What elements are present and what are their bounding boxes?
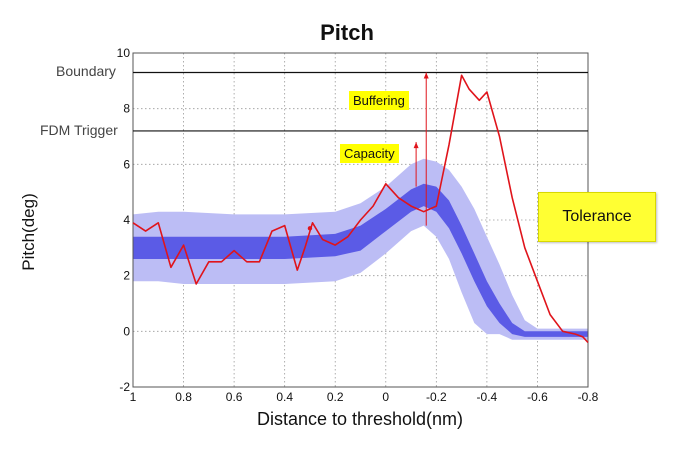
boundary-label: Boundary [56, 63, 116, 80]
x-tick-label: -0.6 [527, 390, 548, 404]
y-tick-label: 8 [123, 102, 130, 116]
capacity-arrow-head [413, 142, 419, 149]
chart-title: Pitch [320, 20, 374, 45]
x-tick-label: -0.2 [426, 390, 447, 404]
x-tick-label: 0 [382, 390, 389, 404]
y-tick-label: 2 [123, 269, 130, 283]
x-tick-label: -0.8 [578, 390, 599, 404]
tolerance-callout: Tolerance [538, 192, 656, 242]
y-tick-label: -2 [119, 380, 130, 394]
x-tick-label: 1 [130, 390, 137, 404]
x-tick-label: 0.6 [226, 390, 243, 404]
buffering-arrow-head [423, 72, 429, 79]
fdm-trigger-label: FDM Trigger [40, 121, 118, 138]
x-axis-label: Distance to threshold(nm) [256, 409, 464, 429]
x-tick-label: 0.2 [327, 390, 344, 404]
y-tick-label: 6 [123, 157, 130, 171]
x-tick-label: -0.4 [477, 390, 498, 404]
x-tick-label: 0.8 [175, 390, 192, 404]
y-axis-label: Pitch(deg) [19, 193, 38, 271]
buffering-label: Buffering [349, 91, 409, 110]
data-point [307, 226, 313, 231]
pitch-series-line [132, 74, 589, 344]
x-tick-label: 0.4 [276, 390, 293, 404]
y-tick-label: 0 [123, 324, 130, 338]
capacity-label: Capacity [340, 144, 399, 163]
y-tick-label: 10 [117, 46, 131, 60]
y-tick-label: 4 [123, 213, 130, 227]
